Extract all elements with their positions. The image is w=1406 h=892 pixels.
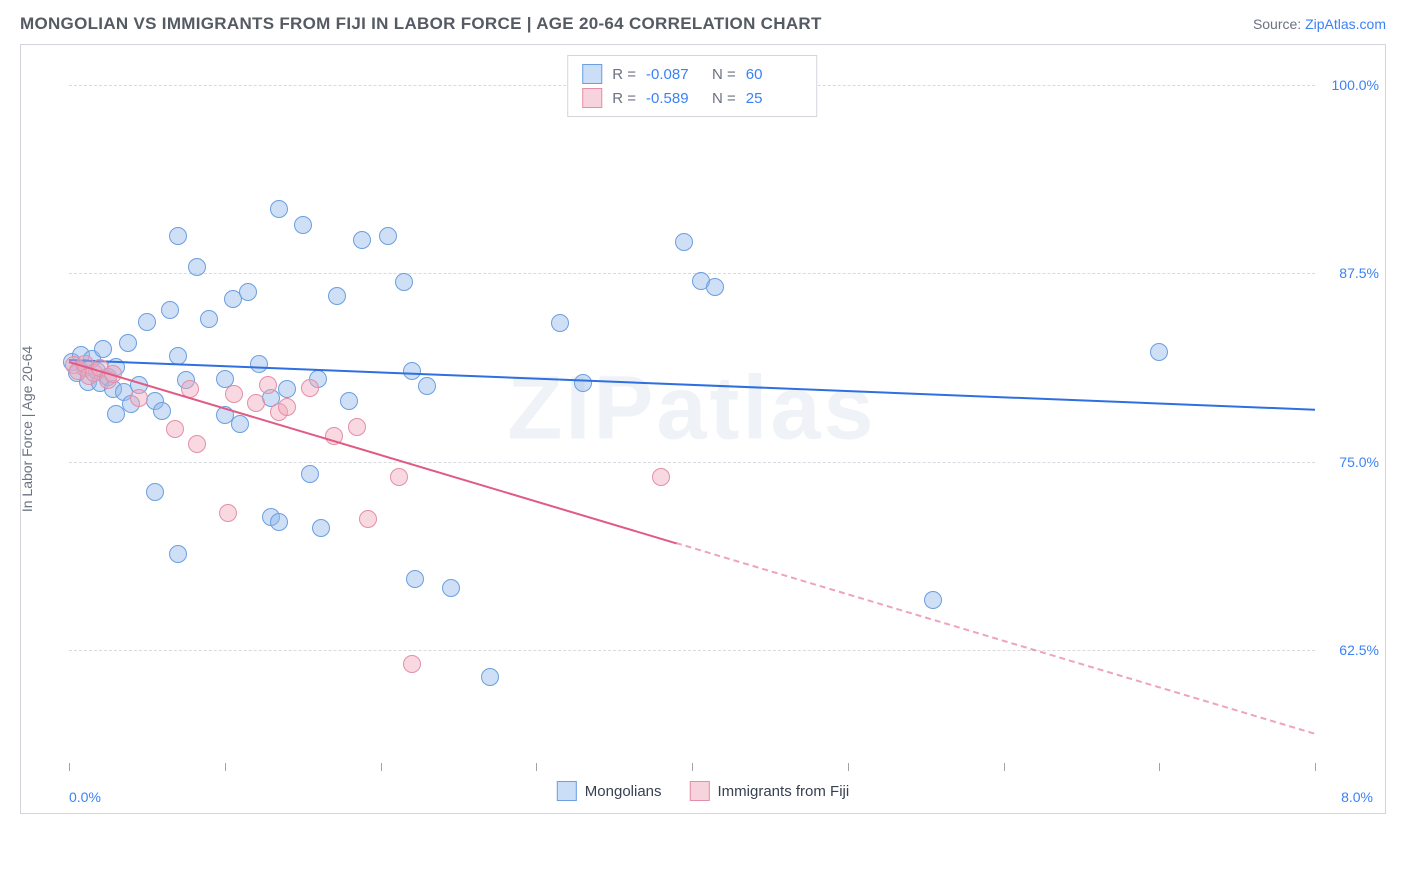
legend-swatch-icon — [582, 64, 602, 84]
scatter-point — [675, 233, 693, 251]
scatter-point — [259, 376, 277, 394]
x-tick — [1004, 763, 1005, 771]
scatter-point — [219, 504, 237, 522]
legend-row: R = -0.589 N = 25 — [582, 86, 802, 110]
scatter-point — [166, 420, 184, 438]
scatter-point — [406, 570, 424, 588]
n-value: 25 — [746, 90, 802, 107]
n-label: N = — [712, 90, 736, 107]
y-tick-label: 87.5% — [1339, 265, 1379, 281]
scatter-point — [94, 340, 112, 358]
scatter-point — [161, 301, 179, 319]
legend-swatch-icon — [557, 781, 577, 801]
x-tick — [381, 763, 382, 771]
scatter-point — [138, 313, 156, 331]
legend-swatch-icon — [582, 88, 602, 108]
scatter-point — [312, 519, 330, 537]
scatter-point — [1150, 343, 1168, 361]
scatter-point — [119, 334, 137, 352]
gridline — [69, 650, 1315, 651]
scatter-point — [924, 591, 942, 609]
scatter-point — [574, 374, 592, 392]
correlation-legend: R = -0.087 N = 60 R = -0.589 N = 25 — [567, 55, 817, 117]
scatter-point — [706, 278, 724, 296]
watermark: ZIPatlas — [507, 358, 876, 461]
chart-title: MONGOLIAN VS IMMIGRANTS FROM FIJI IN LAB… — [20, 14, 822, 34]
legend-item: Mongolians — [557, 781, 662, 801]
scatter-point — [270, 200, 288, 218]
scatter-point — [130, 389, 148, 407]
y-tick-label: 62.5% — [1339, 642, 1379, 658]
scatter-point — [169, 545, 187, 563]
scatter-point — [169, 227, 187, 245]
y-tick-label: 100.0% — [1332, 77, 1379, 93]
r-value: -0.087 — [646, 66, 702, 83]
scatter-point — [551, 314, 569, 332]
x-tick — [1315, 763, 1316, 771]
y-tick-label: 75.0% — [1339, 454, 1379, 470]
scatter-point — [403, 362, 421, 380]
scatter-point — [188, 435, 206, 453]
source-link[interactable]: ZipAtlas.com — [1305, 16, 1386, 32]
scatter-point — [146, 483, 164, 501]
r-label: R = — [612, 66, 636, 83]
scatter-point — [200, 310, 218, 328]
series-label: Immigrants from Fiji — [718, 783, 850, 800]
series-label: Mongolians — [585, 783, 662, 800]
n-label: N = — [712, 66, 736, 83]
scatter-point — [390, 468, 408, 486]
chart-header: MONGOLIAN VS IMMIGRANTS FROM FIJI IN LAB… — [0, 0, 1406, 44]
x-tick — [848, 763, 849, 771]
scatter-point — [481, 668, 499, 686]
scatter-point — [395, 273, 413, 291]
scatter-point — [239, 283, 257, 301]
y-axis-label: In Labor Force | Age 20-64 — [19, 346, 35, 512]
r-value: -0.589 — [646, 90, 702, 107]
scatter-point — [153, 402, 171, 420]
scatter-point — [188, 258, 206, 276]
scatter-point — [340, 392, 358, 410]
plot-area: ZIPatlas R = -0.087 N = 60 R = -0.589 N … — [69, 55, 1315, 763]
source-attribution: Source: ZipAtlas.com — [1253, 16, 1386, 32]
scatter-point — [418, 377, 436, 395]
scatter-point — [301, 465, 319, 483]
scatter-point — [442, 579, 460, 597]
r-label: R = — [612, 90, 636, 107]
scatter-point — [403, 655, 421, 673]
legend-row: R = -0.087 N = 60 — [582, 62, 802, 86]
x-tick — [536, 763, 537, 771]
scatter-point — [231, 415, 249, 433]
scatter-point — [247, 394, 265, 412]
scatter-point — [294, 216, 312, 234]
scatter-point — [250, 355, 268, 373]
scatter-point — [359, 510, 377, 528]
legend-item: Immigrants from Fiji — [690, 781, 850, 801]
x-tick — [692, 763, 693, 771]
scatter-point — [278, 380, 296, 398]
scatter-point — [652, 468, 670, 486]
scatter-point — [225, 385, 243, 403]
x-tick — [69, 763, 70, 771]
scatter-point — [379, 227, 397, 245]
scatter-point — [278, 398, 296, 416]
scatter-point — [270, 513, 288, 531]
gridline — [69, 462, 1315, 463]
x-axis-max-label: 8.0% — [1341, 789, 1373, 805]
scatter-point — [328, 287, 346, 305]
scatter-point — [301, 379, 319, 397]
scatter-point — [353, 231, 371, 249]
x-tick — [225, 763, 226, 771]
n-value: 60 — [746, 66, 802, 83]
scatter-point — [348, 418, 366, 436]
chart-container: In Labor Force | Age 20-64 ZIPatlas R = … — [20, 44, 1386, 814]
x-tick — [1159, 763, 1160, 771]
series-legend: Mongolians Immigrants from Fiji — [557, 781, 849, 801]
source-prefix: Source: — [1253, 16, 1305, 32]
x-axis-min-label: 0.0% — [69, 789, 101, 805]
gridline — [69, 273, 1315, 274]
regression-line — [676, 542, 1315, 735]
legend-swatch-icon — [690, 781, 710, 801]
